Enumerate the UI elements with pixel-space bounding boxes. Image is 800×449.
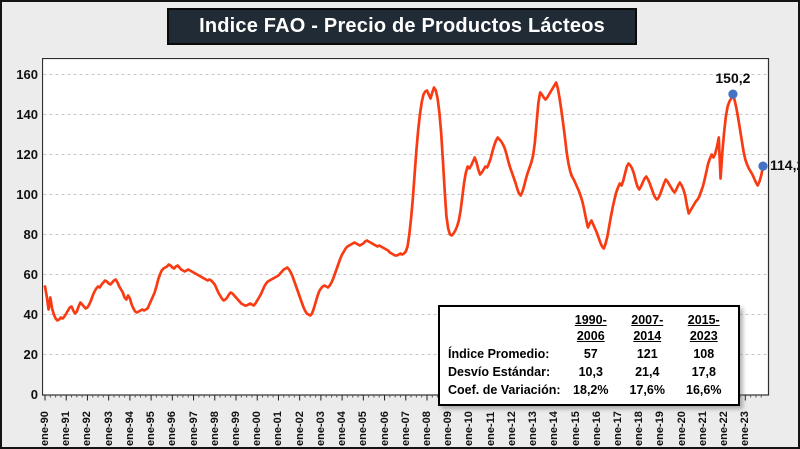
x-tick-label-ene-15: ene-15 <box>569 411 582 446</box>
x-tick-label-ene-93: ene-93 <box>102 411 115 446</box>
stats-value: 18,2% <box>573 383 609 397</box>
stats-value: 16,6% <box>686 383 722 397</box>
y-tick-label-60: 60 <box>23 266 38 282</box>
x-tick-label-ene-16: ene-16 <box>590 411 603 446</box>
marker-dot-150,2 <box>728 89 738 99</box>
x-tick-label-ene-21: ene-21 <box>696 411 709 446</box>
y-tick-label-140: 140 <box>16 106 38 122</box>
x-tick-label-ene-08: ene-08 <box>420 411 433 446</box>
data-label-last: 114,2 <box>770 157 798 174</box>
chart-title: Indice FAO - Precio de Productos Lácteos <box>199 15 605 37</box>
x-tick-label-ene-19: ene-19 <box>654 411 667 446</box>
stats-row: Índice Promedio: 57 121 108 <box>446 345 732 363</box>
x-tick-label-ene-10: ene-10 <box>463 411 476 446</box>
x-tick-label-ene-20: ene-20 <box>675 411 688 446</box>
x-tick-label-ene-94: ene-94 <box>123 411 136 446</box>
stats-value: 17,8 <box>691 365 716 379</box>
x-tick-label-ene-23: ene-23 <box>739 411 752 446</box>
stats-corner-cell <box>446 311 563 345</box>
x-tick-label-ene-18: ene-18 <box>633 411 646 446</box>
x-tick-label-ene-22: ene-22 <box>718 411 731 446</box>
y-tick-label-0: 0 <box>30 386 38 402</box>
stats-row-label: Coef. de Variación: <box>448 383 561 397</box>
stats-value: 121 <box>636 347 658 361</box>
x-tick-label-ene-03: ene-03 <box>314 411 327 446</box>
x-tick-label-ene-99: ene-99 <box>229 411 242 446</box>
dairy-price-line <box>43 81 765 322</box>
x-tick-label-ene-05: ene-05 <box>357 411 370 446</box>
y-tick-label-40: 40 <box>23 306 38 322</box>
x-tick-label-ene-90: ene-90 <box>39 411 51 446</box>
x-tick-label-ene-91: ene-91 <box>60 411 73 446</box>
stats-header-row: 1990-2006 2007-2014 2015-2023 <box>446 311 732 345</box>
stats-value: 108 <box>693 347 715 361</box>
stats-row: Desvío Estándar: 10,3 21,4 17,8 <box>446 363 732 381</box>
marker-dot-114,2 <box>758 161 768 171</box>
x-tick-label-ene-00: ene-00 <box>251 411 264 446</box>
x-tick-label-ene-01: ene-01 <box>272 411 285 446</box>
data-label-peak: 150,2 <box>715 70 751 87</box>
x-tick-label-ene-07: ene-07 <box>399 411 412 446</box>
stats-col-header: 1990-2006 <box>574 313 607 343</box>
x-tick-label-ene-02: ene-02 <box>293 411 306 446</box>
x-tick-label-ene-95: ene-95 <box>145 411 158 446</box>
x-tick-label-ene-12: ene-12 <box>505 411 518 446</box>
y-tick-label-160: 160 <box>16 66 38 82</box>
stats-row-label: Índice Promedio: <box>448 347 550 361</box>
x-tick-label-ene-96: ene-96 <box>166 411 179 446</box>
y-tick-label-80: 80 <box>23 226 38 242</box>
stats-value: 10,3 <box>578 365 603 379</box>
x-tick-label-ene-04: ene-04 <box>336 411 349 446</box>
x-tick-label-ene-11: ene-11 <box>484 411 497 446</box>
y-tick-label-100: 100 <box>16 186 38 202</box>
x-tick-label-ene-92: ene-92 <box>81 411 94 446</box>
x-tick-label-ene-97: ene-97 <box>187 411 200 446</box>
stats-value: 17,6% <box>629 383 665 397</box>
stats-col-header: 2015-2023 <box>687 313 720 343</box>
x-tick-label-ene-98: ene-98 <box>208 411 221 446</box>
chart-title-box: Indice FAO - Precio de Productos Lácteos <box>167 8 637 45</box>
x-tick-label-ene-09: ene-09 <box>442 411 455 446</box>
x-tick-label-ene-17: ene-17 <box>611 411 624 446</box>
stats-value: 21,4 <box>635 365 660 379</box>
stats-table-box: 1990-2006 2007-2014 2015-2023 Índice Promed… <box>438 305 740 406</box>
stats-col-header: 2007-2014 <box>631 313 664 343</box>
x-tick-label-ene-14: ene-14 <box>548 411 561 446</box>
y-tick-label-20: 20 <box>23 346 38 362</box>
stats-row-label: Desvío Estándar: <box>448 365 551 379</box>
stats-value: 57 <box>583 347 598 361</box>
x-tick-label-ene-13: ene-13 <box>527 411 540 446</box>
stats-table: 1990-2006 2007-2014 2015-2023 Índice Promed… <box>446 311 732 399</box>
x-tick-label-ene-06: ene-06 <box>378 411 391 446</box>
stats-row: Coef. de Variación: 18,2% 17,6% 16,6% <box>446 381 732 399</box>
y-tick-label-120: 120 <box>16 146 38 162</box>
